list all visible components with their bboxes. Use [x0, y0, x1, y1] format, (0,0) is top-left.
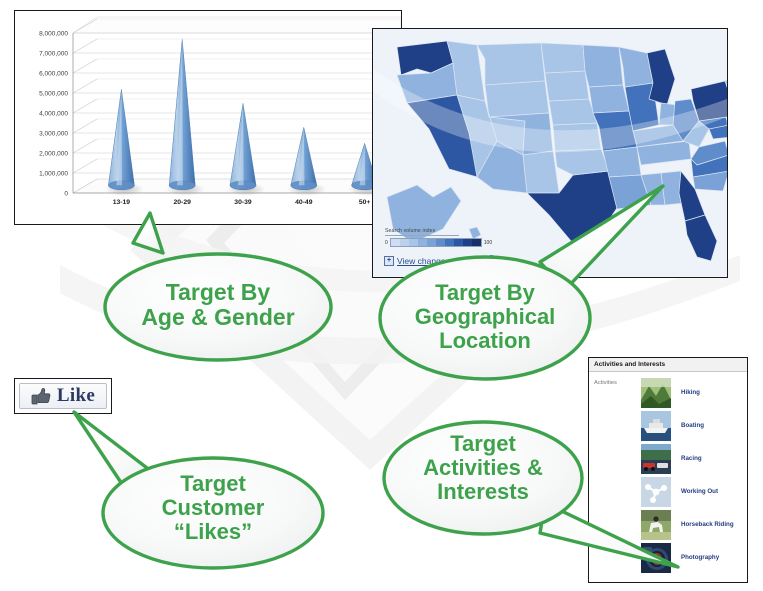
legend-cell-5	[435, 239, 445, 246]
map-state-sc[interactable]	[692, 170, 727, 192]
chart-y-tick: 5,000,000	[39, 90, 68, 97]
map-state-hi[interactable]	[468, 226, 482, 240]
callout-age-gender-body[interactable]	[103, 252, 333, 362]
chart-x-tick: 30-39	[234, 199, 252, 206]
activity-label[interactable]: Racing	[681, 455, 702, 462]
callout-activities[interactable]	[382, 420, 680, 569]
chart-y-tick: 7,000,000	[39, 50, 68, 57]
legend-cell-1	[399, 239, 409, 246]
map-state-md[interactable]	[708, 125, 727, 140]
legend-title: Search volume index	[385, 228, 459, 236]
hiking-thumb	[641, 377, 671, 408]
chart-y-tick: 3,000,000	[39, 130, 68, 137]
callout-likes[interactable]	[72, 410, 325, 570]
chart-y-tick: 8,000,000	[39, 30, 68, 37]
legend-max-value: 100	[483, 239, 493, 246]
activity-row[interactable]: Hiking	[641, 376, 747, 409]
map-legend: Search volume index 0 100	[385, 228, 492, 247]
callout-geographical-body[interactable]	[378, 255, 592, 381]
legend-cell-7	[453, 239, 463, 246]
map-state-nc[interactable]	[690, 155, 727, 178]
chart-y-tick: 1,000,000	[39, 170, 68, 177]
map-state-id[interactable]	[446, 40, 486, 102]
like-button-label: Like	[56, 385, 96, 406]
activities-panel-header: Activities and Interests	[589, 358, 747, 372]
callout-age-gender[interactable]	[103, 211, 333, 362]
activity-label[interactable]: Working Out	[681, 488, 719, 495]
map-state-oh[interactable]	[672, 98, 700, 142]
chart-x-tick: 20-29	[174, 199, 192, 206]
legend-min-value: 0	[385, 239, 388, 246]
map-state-ak[interactable]	[386, 184, 462, 244]
legend-cell-9	[471, 239, 481, 246]
facebook-like-panel: Like	[14, 378, 112, 414]
legend-gradient-bar	[389, 238, 482, 247]
map-state-wi[interactable]	[618, 46, 654, 88]
chart-x-tick: 40-49	[295, 199, 313, 206]
callout-age-gender-tail	[131, 211, 165, 255]
activity-label[interactable]: Hiking	[681, 389, 700, 396]
activities-interests-panel: Activities and Interests Activities Hiki…	[588, 357, 748, 583]
like-button[interactable]: Like	[19, 383, 107, 409]
chart-y-tick: 0	[64, 190, 68, 197]
chart-plot-area: 8,000,000 7,000,000 6,000,000 5,000,000 4,00…	[15, 11, 401, 224]
legend-cell-3	[417, 239, 427, 246]
activity-row[interactable]: Horseback Riding	[641, 508, 747, 541]
horseback-riding-thumb	[641, 509, 671, 540]
map-state-fl[interactable]	[684, 214, 718, 262]
map-state-az[interactable]	[476, 140, 528, 194]
callout-activities-body[interactable]	[382, 420, 584, 536]
cone-bar-chart: 8,000,000 7,000,000 6,000,000 5,000,000 4,00…	[15, 11, 401, 224]
legend-cell-0	[390, 239, 400, 246]
callout-likes-body[interactable]	[101, 456, 325, 570]
view-change-over-time-link[interactable]: View change over time	[397, 255, 483, 266]
legend-cell-8	[462, 239, 472, 246]
activity-row[interactable]: Racing	[641, 442, 747, 475]
thumbs-up-icon	[31, 387, 51, 405]
activity-label[interactable]: Boating	[681, 422, 705, 429]
activities-sublabel: Activities	[594, 380, 617, 386]
activity-row[interactable]: Working Out	[641, 475, 747, 508]
expand-plus-icon[interactable]: +	[384, 255, 394, 266]
chart-y-tick: 6,000,000	[39, 70, 68, 77]
activity-label[interactable]: Photography	[681, 554, 720, 561]
boating-thumb	[641, 410, 671, 441]
activity-label[interactable]: Horseback Riding	[681, 521, 734, 528]
geographical-map-panel: Search volume index 0 100 + View change …	[372, 28, 728, 278]
map-state-vt[interactable]	[724, 77, 727, 93]
working-out-thumb	[641, 476, 671, 507]
racing-thumb	[641, 443, 671, 474]
age-gender-chart-panel: 8,000,000 7,000,000 6,000,000 5,000,000 4,00…	[14, 10, 402, 225]
chart-y-tick: 2,000,000	[39, 150, 68, 157]
legend-cell-6	[444, 239, 454, 246]
legend-cell-2	[408, 239, 418, 246]
chart-x-tick: 50+	[359, 199, 371, 206]
chart-y-tick: 4,000,000	[39, 110, 68, 117]
callout-geographical[interactable]	[378, 184, 665, 381]
chart-x-tick: 13-19	[113, 199, 131, 206]
activity-row[interactable]: Boating	[641, 409, 747, 442]
legend-cell-4	[426, 239, 436, 246]
